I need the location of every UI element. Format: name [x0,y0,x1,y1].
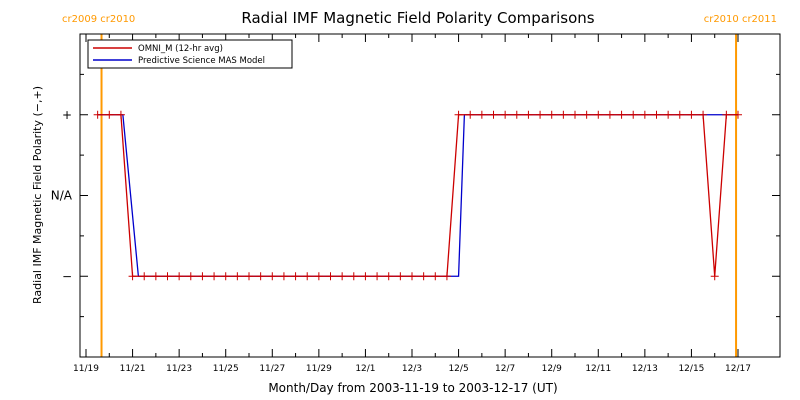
omni-marker-6 [163,272,172,281]
x-tick-label-6: 12/1 [355,364,375,374]
omni-marker-35 [501,110,510,119]
omni-marker-23 [361,272,370,281]
omni-marker-27 [408,272,416,281]
carrington-markers: cr2009 cr2010 cr2010 cr2011 [62,14,777,357]
omni-marker-50 [675,110,684,119]
x-tick-label-11: 12/11 [585,364,611,374]
omni-marker-32 [466,110,475,119]
omni-marker-29 [431,272,440,281]
series-line-0 [97,114,738,277]
omni-marker-38 [536,110,545,119]
x-tick-label-0: 11/19 [73,364,99,374]
x-tick-label-13: 12/15 [678,364,704,374]
y-axis-label: Radial IMF Magnetic Field Polarity (−,+) [31,86,44,304]
omni-marker-14 [256,272,265,281]
omni-marker-55 [734,110,742,119]
legend: OMNI_M (12-hr avg) Predictive Science MA… [87,39,293,69]
omni-marker-21 [338,272,347,281]
omni-marker-10 [210,272,219,281]
plot-frame [79,33,781,358]
legend-box [87,39,293,69]
omni-marker-26 [396,272,405,281]
omni-marker-17 [291,272,300,281]
omni-marker-11 [221,272,230,281]
y-tick-label-2: − [62,269,72,283]
omni-marker-25 [384,272,393,281]
x-tick-label-12: 12/13 [632,364,658,374]
series-layer [93,110,742,281]
omni-marker-9 [198,272,207,281]
omni-marker-13 [245,272,253,281]
omni-marker-43 [594,110,603,119]
omni-marker-45 [617,110,626,119]
omni-marker-53 [710,272,719,281]
x-axis: 11/19 11/21 11/23 11/25 11/27 11/29 12/1 12/3 12… [73,34,751,374]
omni-marker-0 [93,110,102,119]
chart-title: Radial IMF Magnetic Field Polarity Compa… [241,9,594,27]
carrington-label-1: cr2010 cr2011 [704,14,777,25]
omni-marker-8 [186,272,195,281]
omni-marker-39 [547,110,556,119]
x-tick-label-9: 12/7 [495,364,515,374]
omni-marker-36 [512,110,521,119]
series-line-1 [97,114,738,277]
omni-marker-40 [559,110,568,119]
omni-marker-44 [605,110,614,119]
omni-marker-18 [303,272,312,281]
x-tick-label-10: 12/9 [542,364,562,374]
omni-marker-3 [128,272,137,281]
y-axis: + N/A − [51,73,780,318]
omni-marker-12 [233,272,242,281]
omni-marker-37 [524,110,533,119]
omni-marker-48 [652,110,661,119]
omni-marker-33 [477,110,486,119]
x-tick-label-3: 11/25 [213,364,239,374]
omni-marker-30 [442,272,451,281]
y-tick-label-0: + [62,108,72,122]
omni-marker-5 [151,272,160,281]
omni-marker-24 [373,272,382,281]
y-tick-label-1: N/A [51,189,73,203]
x-tick-label-1: 11/21 [120,364,146,374]
omni-marker-2 [116,110,125,119]
x-axis-label: Month/Day from 2003-11-19 to 2003-12-17 … [268,381,557,395]
omni-marker-1 [105,110,114,119]
omni-marker-54 [722,110,731,119]
omni-marker-41 [571,110,579,119]
omni-marker-31 [454,110,463,119]
x-tick-label-2: 11/23 [166,364,192,374]
x-tick-label-5: 11/29 [306,364,332,374]
omni-marker-52 [699,110,708,119]
omni-marker-20 [326,272,335,281]
x-tick-label-4: 11/27 [259,364,285,374]
omni-marker-22 [349,272,358,281]
x-tick-label-7: 12/3 [402,364,422,374]
omni-marker-19 [314,272,323,281]
x-tick-label-14: 12/17 [725,364,751,374]
omni-marker-34 [489,110,498,119]
omni-marker-49 [664,110,673,119]
omni-marker-28 [419,272,428,281]
omni-marker-7 [175,272,184,281]
omni-marker-15 [268,272,277,281]
omni-marker-42 [582,110,591,119]
carrington-label-0: cr2009 cr2010 [62,14,135,25]
omni-marker-46 [629,110,638,119]
legend-label-omni: OMNI_M (12-hr avg) [138,44,223,54]
legend-label-mas: Predictive Science MAS Model [138,56,265,66]
omni-marker-4 [140,272,149,281]
x-tick-label-8: 12/5 [448,364,468,374]
omni-marker-16 [279,272,288,281]
omni-marker-47 [640,110,649,119]
omni-marker-51 [687,110,696,119]
